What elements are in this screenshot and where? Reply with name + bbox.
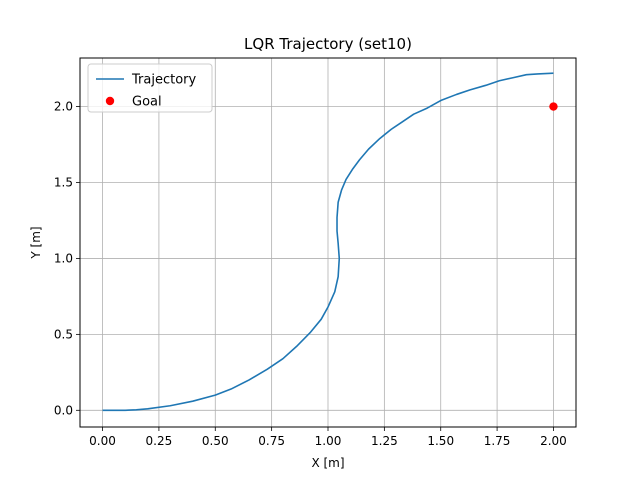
y-tick-label: 0.5 xyxy=(54,327,73,341)
x-tick-label: 1.25 xyxy=(371,434,398,448)
x-tick-label: 1.75 xyxy=(484,434,511,448)
axis-ticks: 0.00 0.25 0.50 0.75 1.00 1.25 1.50 1.75 2.00 0.0 0… xyxy=(54,100,567,448)
legend-box xyxy=(87,63,213,113)
y-tick-label: 0.0 xyxy=(54,403,73,417)
y-tick-label: 1.0 xyxy=(54,251,73,265)
trajectory-line xyxy=(102,72,554,412)
x-axis-label: X [m] xyxy=(311,456,344,470)
x-tick-label: 2.00 xyxy=(540,434,567,448)
goal-marker xyxy=(549,102,558,111)
x-tick-label: 0.00 xyxy=(89,434,116,448)
y-tick-label: 2.0 xyxy=(54,100,73,114)
x-tick-label: 1.00 xyxy=(315,434,342,448)
x-tick-label: 1.50 xyxy=(427,434,454,448)
legend: Trajectory Goal xyxy=(87,63,213,113)
grid xyxy=(80,58,576,427)
y-axis-label: Y [m] xyxy=(29,226,43,259)
y-tick-label: 1.5 xyxy=(54,176,73,190)
x-tick-label: 0.75 xyxy=(258,434,285,448)
legend-label: Trajectory xyxy=(131,73,196,88)
x-tick-label: 0.25 xyxy=(146,434,173,448)
chart-title: LQR Trajectory (set10) xyxy=(244,35,412,53)
legend-marker-swatch xyxy=(105,96,115,106)
legend-label: Goal xyxy=(132,95,162,110)
x-tick-label: 0.50 xyxy=(202,434,229,448)
plot-data xyxy=(102,72,558,412)
